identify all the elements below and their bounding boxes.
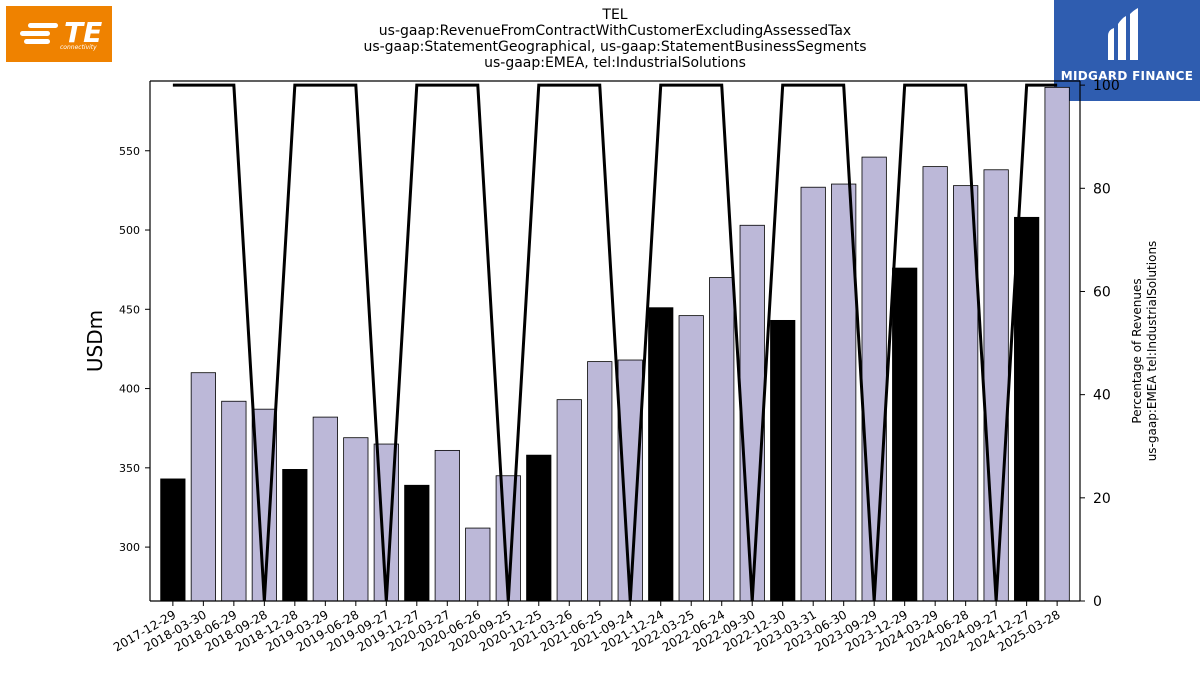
bar: [831, 183, 857, 601]
bar: [983, 169, 1009, 601]
bar: [922, 166, 948, 601]
y2-axis-label: Percentage of Revenues: [1130, 278, 1144, 423]
te-stripes-icon: [20, 23, 58, 44]
y2-axis-label: us-gaap:EMEA tel:IndustrialSolutions: [1145, 241, 1159, 462]
bar: [587, 361, 613, 601]
bar: [190, 372, 216, 601]
y-tick-label: 500: [119, 224, 140, 237]
bar: [221, 400, 247, 601]
bar: [343, 437, 369, 601]
title-line: us-gaap:RevenueFromContractWithCustomerE…: [378, 23, 852, 39]
y2-tick-label: 60: [1093, 284, 1111, 300]
bar: [800, 186, 826, 601]
bar: [648, 307, 674, 601]
title-line: us-gaap:StatementGeographical, us-gaap:S…: [363, 39, 867, 55]
title-line: TEL: [602, 7, 628, 23]
bar: [892, 267, 918, 601]
te-logo-subtext: connectivity: [60, 44, 97, 51]
bar: [861, 156, 887, 601]
y-tick-label: 550: [119, 145, 140, 158]
bar: [556, 399, 582, 601]
y-axis-label: USDm: [83, 310, 107, 372]
y2-tick-label: 40: [1093, 388, 1111, 404]
y2-tick-label: 80: [1093, 181, 1111, 197]
te-connectivity-logo: TE connectivity: [6, 6, 112, 62]
midgard-finance-logo: MIDGARD FINANCE: [1054, 0, 1200, 101]
bar: [1014, 216, 1040, 601]
y-tick-label: 400: [119, 383, 140, 396]
y-tick-label: 300: [119, 541, 140, 554]
bar: [282, 469, 308, 601]
bar: [465, 527, 491, 601]
title-line: us-gaap:EMEA, tel:IndustrialSolutions: [484, 55, 746, 71]
bar: [434, 449, 460, 601]
chart-title: TEL us-gaap:RevenueFromContractWithCusto…: [300, 7, 930, 71]
y-tick-label: 450: [119, 303, 140, 316]
bar: [678, 315, 704, 601]
midgard-mark-icon: [1108, 8, 1138, 60]
bar: [404, 484, 430, 601]
midgard-logo-text: MIDGARD FINANCE: [1060, 69, 1194, 83]
y-tick-label: 350: [119, 462, 140, 475]
bar: [1044, 86, 1070, 601]
y2-tick-label: 20: [1093, 491, 1111, 507]
bar: [312, 416, 338, 601]
bar: [709, 277, 735, 601]
series-line: [172, 83, 1058, 602]
bar: [739, 224, 765, 601]
te-logo-text: TE: [64, 16, 103, 49]
y2-tick-label: 100: [1093, 78, 1120, 94]
bar: [526, 454, 552, 601]
y2-tick-label: 0: [1093, 594, 1102, 610]
bar: [160, 478, 186, 601]
bar: [770, 319, 796, 601]
bar: [953, 185, 979, 601]
